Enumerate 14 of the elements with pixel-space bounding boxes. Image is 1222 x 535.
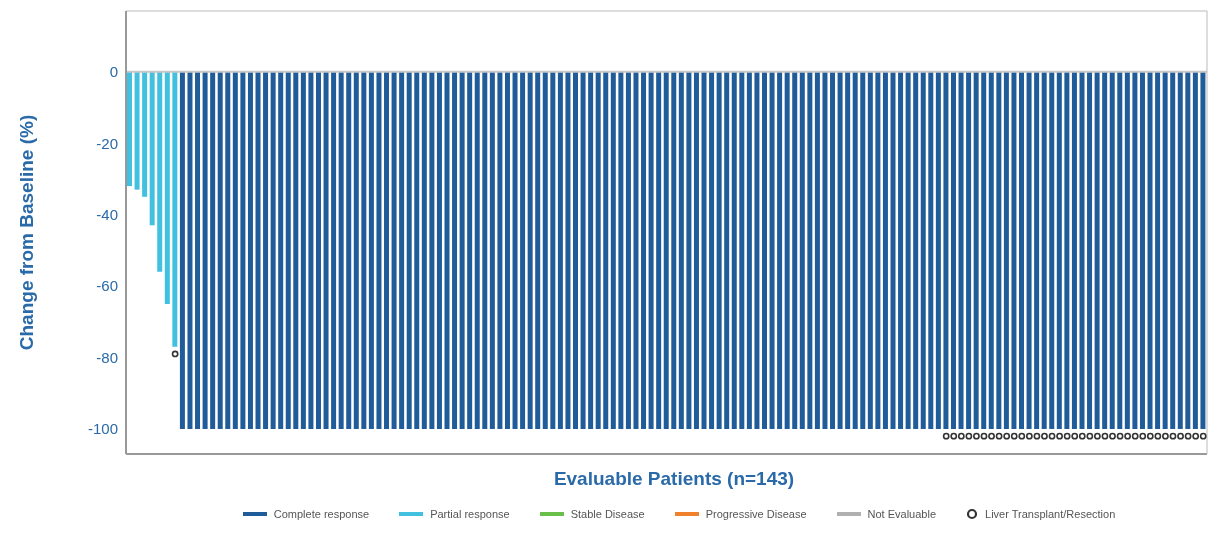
y-tick-label: -80 (96, 348, 118, 366)
legend-label: Stable Disease (570, 508, 645, 520)
legend-label: Progressive Disease (705, 508, 807, 520)
y-tick-label: -40 (96, 205, 118, 223)
y-tick-label: -60 (96, 277, 118, 295)
y-tick-label: 0 (109, 63, 118, 81)
legend-label: Not Evaluable (867, 508, 937, 520)
legend-label: Partial response (430, 508, 510, 520)
y-tick-label: -100 (87, 420, 118, 438)
y-tick-label: -20 (96, 134, 118, 152)
y-axis-title: Change from Baseline (%) (15, 114, 37, 351)
x-axis-title: Evaluable Patients (n=143) (552, 468, 796, 490)
legend-label: Liver Transplant/Resection (985, 508, 1116, 520)
legend-label: Complete response (273, 508, 370, 520)
